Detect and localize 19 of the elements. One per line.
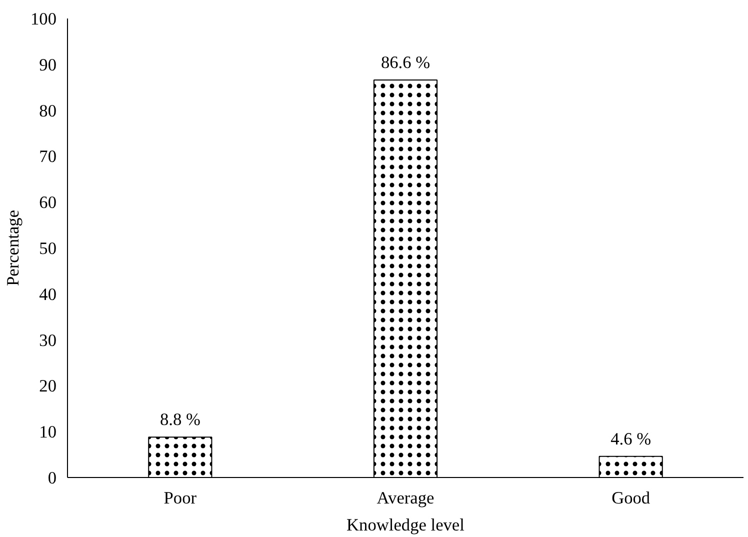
data-label: 86.6 %	[380, 53, 430, 72]
x-tick-label: Poor	[164, 488, 197, 508]
y-tick-label: 20	[39, 376, 56, 396]
y-tick-label: 40	[39, 284, 56, 304]
y-tick-label: 50	[39, 239, 56, 258]
y-tick-label: 80	[39, 101, 56, 120]
y-tick-label: 30	[39, 330, 56, 350]
x-axis-title: Knowledge level	[346, 516, 465, 534]
y-tick-label: 0	[48, 468, 57, 488]
x-tick-label: Good	[612, 488, 650, 508]
data-label: 8.8 %	[160, 410, 200, 430]
data-label: 4.6 %	[610, 429, 652, 448]
y-tick-label: 10	[39, 422, 56, 442]
x-tick-label: Average	[376, 488, 435, 508]
y-axis-title: Percentage	[4, 210, 23, 286]
y-tick-label: 60	[39, 193, 56, 212]
y-tick-label: 70	[39, 147, 56, 166]
y-tick-label: 100	[30, 10, 57, 28]
y-tick-label: 90	[39, 55, 56, 74]
